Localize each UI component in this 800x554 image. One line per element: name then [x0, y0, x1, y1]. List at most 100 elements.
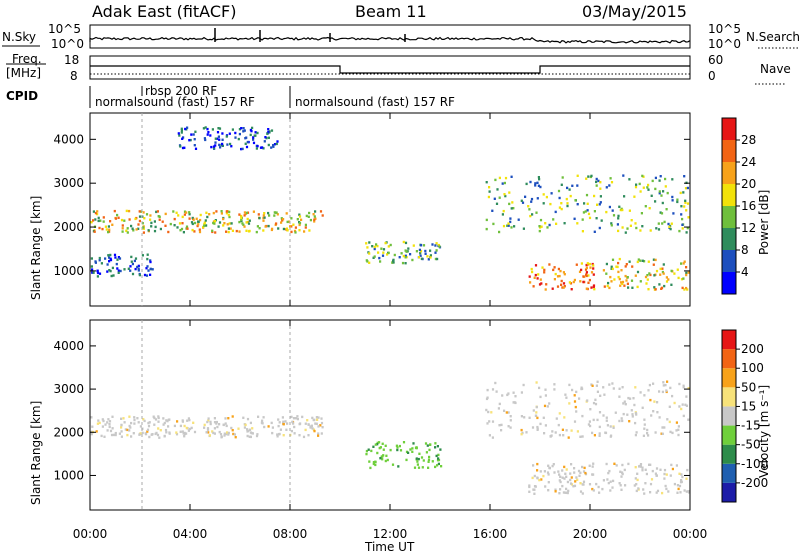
- data-cell: [225, 424, 228, 428]
- data-cell: [628, 178, 631, 181]
- data-cell: [686, 186, 689, 190]
- data-cell: [546, 471, 550, 474]
- time-tick-label: 12:00: [373, 527, 408, 541]
- data-cell: [262, 229, 265, 232]
- data-cell: [573, 217, 576, 220]
- data-cell: [593, 194, 596, 198]
- data-cell: [573, 484, 577, 488]
- colorbar-tick-label: 16: [741, 199, 756, 213]
- data-cell: [653, 400, 656, 403]
- data-cell: [618, 387, 621, 390]
- data-cell: [486, 396, 489, 399]
- data-cell: [402, 254, 405, 258]
- colorbar-tick-label: 4: [741, 265, 749, 279]
- data-cell: [277, 418, 280, 421]
- data-cell: [218, 430, 221, 434]
- data-cell: [498, 402, 501, 406]
- data-cell: [569, 194, 572, 198]
- data-cell: [286, 220, 289, 224]
- data-cell: [258, 227, 261, 230]
- data-cell: [129, 426, 132, 429]
- data-cell: [183, 210, 187, 213]
- data-cell: [620, 281, 623, 284]
- data-cell: [123, 219, 126, 222]
- data-cell: [308, 211, 311, 215]
- data-cell: [592, 418, 595, 422]
- data-cell: [179, 145, 182, 148]
- data-cell: [175, 433, 179, 436]
- data-cell: [656, 489, 660, 493]
- data-cell: [627, 396, 630, 400]
- data-cell: [639, 229, 642, 232]
- data-cell: [231, 429, 234, 432]
- data-cell: [682, 277, 685, 280]
- data-cell: [488, 420, 491, 423]
- data-cell: [244, 423, 247, 427]
- data-cell: [664, 177, 667, 181]
- time-axis-title: Time UT: [364, 540, 415, 554]
- data-cell: [437, 457, 440, 460]
- data-cell: [222, 423, 225, 427]
- data-cell: [248, 428, 252, 431]
- data-cell: [376, 451, 379, 455]
- data-cell: [552, 218, 555, 221]
- data-cell: [309, 218, 312, 222]
- data-cell: [596, 203, 599, 206]
- data-cell: [585, 263, 588, 267]
- data-cell: [435, 454, 438, 458]
- data-cell: [183, 424, 186, 428]
- data-cell: [585, 177, 588, 180]
- data-cell: [548, 263, 551, 266]
- data-cell: [217, 225, 220, 228]
- data-cell: [196, 224, 199, 228]
- data-cell: [249, 133, 252, 137]
- data-cell: [685, 231, 688, 234]
- data-cell: [205, 224, 208, 227]
- data-cell: [292, 223, 295, 226]
- data-cell: [531, 213, 534, 216]
- data-cell: [250, 129, 253, 133]
- data-cell: [615, 464, 618, 467]
- data-cell: [110, 433, 114, 437]
- data-cell: [641, 174, 644, 178]
- data-cell: [96, 210, 99, 213]
- data-cell: [639, 280, 642, 283]
- data-cell: [626, 227, 629, 230]
- data-cell: [246, 428, 249, 431]
- data-cell: [106, 429, 109, 432]
- data-cell: [427, 258, 430, 261]
- data-cell: [397, 465, 400, 468]
- data-cell: [261, 422, 264, 425]
- data-cell: [428, 448, 431, 452]
- data-cell: [660, 287, 663, 290]
- freq-label: Freq.: [12, 52, 42, 66]
- data-cell: [389, 448, 392, 452]
- data-cell: [546, 405, 549, 408]
- colorbar-segment: [722, 368, 736, 388]
- data-cell: [536, 427, 539, 430]
- data-cell: [386, 253, 389, 256]
- data-cell: [624, 274, 627, 278]
- data-cell: [608, 383, 611, 386]
- data-cell: [547, 489, 550, 492]
- data-cell: [94, 261, 97, 264]
- data-cell: [273, 214, 276, 217]
- data-cell: [612, 214, 616, 217]
- data-cell: [145, 213, 149, 216]
- data-cell: [649, 273, 652, 277]
- data-cell: [422, 459, 425, 462]
- data-cell: [178, 134, 181, 137]
- data-cell: [206, 420, 209, 424]
- data-cell: [533, 492, 536, 495]
- data-cell: [159, 429, 162, 432]
- data-cell: [677, 487, 680, 491]
- data-cell: [186, 419, 189, 422]
- data-cell: [434, 251, 437, 254]
- data-cell: [216, 137, 219, 140]
- data-cell: [573, 420, 577, 423]
- data-cell: [661, 432, 664, 435]
- data-cell: [611, 209, 614, 212]
- data-cell: [270, 228, 273, 232]
- data-cell: [368, 241, 371, 244]
- data-cell: [620, 269, 623, 272]
